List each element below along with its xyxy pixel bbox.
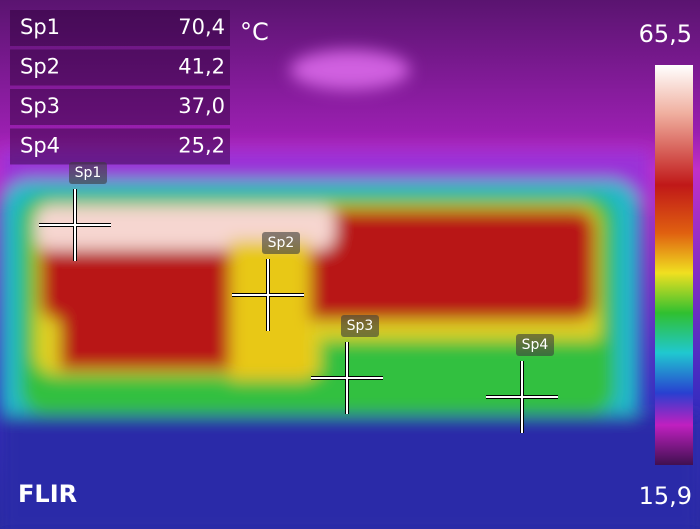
spot-value: 37,0 (178, 94, 225, 118)
spot-tag-bg (341, 315, 379, 337)
spot-value: 25,2 (178, 134, 225, 158)
spot-label: Sp4 (20, 134, 60, 158)
crosshair (311, 342, 383, 414)
spot-tag: Sp1 (75, 165, 102, 181)
thermal-shapes (0, 50, 700, 529)
color-scale-bar (655, 65, 693, 465)
unit: °C (240, 18, 269, 46)
spot-tag-bg (69, 162, 107, 184)
spot-value: 41,2 (178, 55, 225, 79)
spot-legend: Sp1 70,4 Sp2 41,2 Sp3 37,0 Sp4 25,2 (10, 10, 230, 165)
spot-tag: Sp4 (522, 337, 549, 353)
spot-markers: Sp1 Sp2 Sp3 Sp4 (39, 162, 558, 433)
scale-min: 15,9 (639, 482, 692, 510)
spot-label: Sp1 (20, 15, 60, 39)
spot-value: 70,4 (178, 15, 225, 39)
crosshair (486, 361, 558, 433)
spot-tag: Sp2 (268, 235, 295, 251)
spot-label: Sp3 (20, 94, 60, 118)
brand-logo: FLIR (18, 480, 77, 508)
scale-max: 65,5 (639, 20, 692, 48)
spot-label: Sp2 (20, 55, 60, 79)
crosshair (232, 259, 304, 331)
legend-row-bg (10, 10, 230, 46)
spot-tag-bg (516, 334, 554, 356)
crosshair (39, 189, 111, 261)
spot-tag: Sp3 (347, 318, 374, 334)
legend-row-bg (10, 89, 230, 125)
legend-row-bg (10, 128, 230, 165)
legend-row-bg (10, 49, 230, 86)
spot-tag-bg (262, 232, 300, 254)
